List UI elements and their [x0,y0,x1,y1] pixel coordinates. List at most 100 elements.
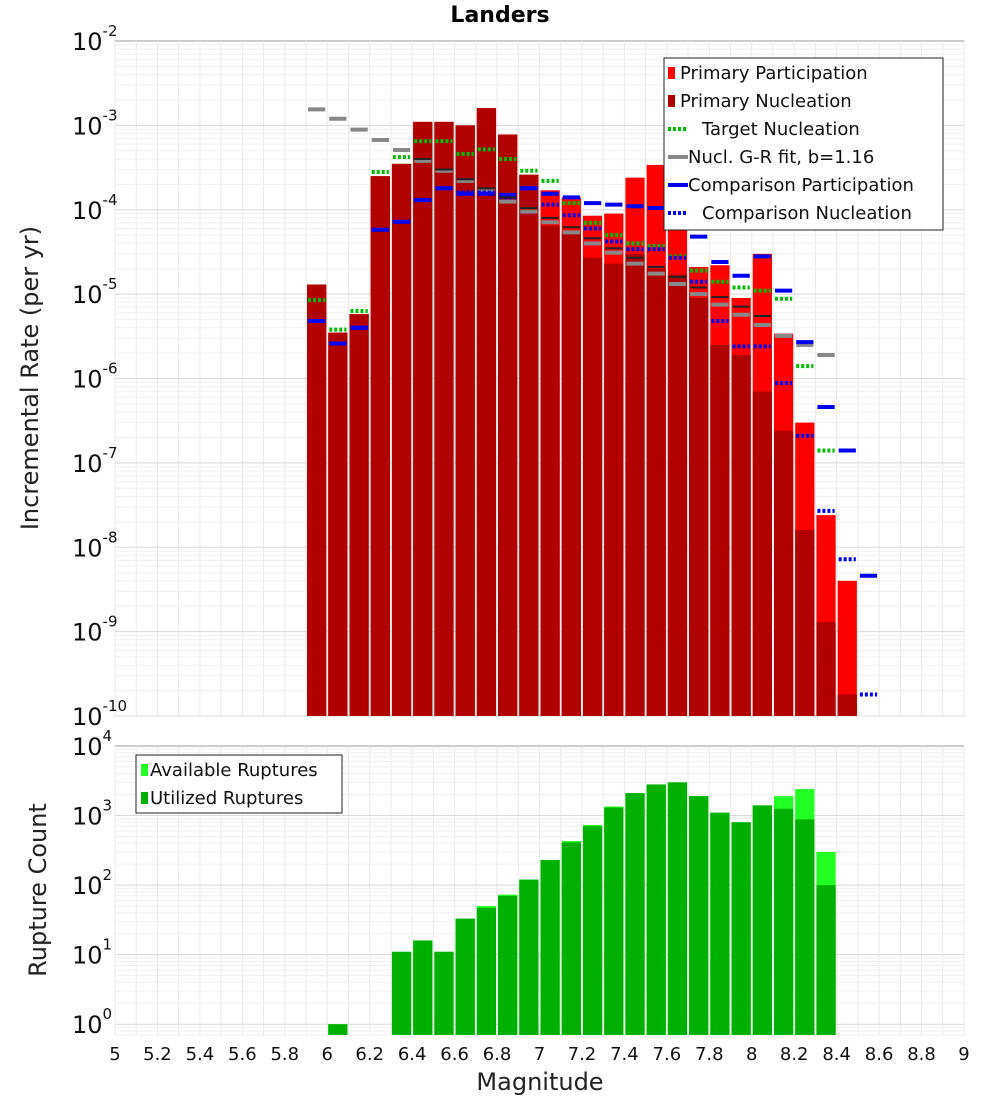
top-y-tick-label: 10-10 [72,697,127,731]
x-tick-label: 5 [109,1044,120,1065]
bottom-y-tick-exponent: 3 [103,797,113,815]
bottom-bar [498,895,518,1035]
top-y-tick-label: 10-6 [72,360,118,394]
bottom-bar [476,907,497,1035]
top-bar [837,580,857,716]
legend-swatch [668,67,675,79]
bottom-y-tick-label: 103 [72,797,112,831]
x-tick-label: 5.4 [186,1044,215,1065]
top-bar [540,225,560,716]
top-bar [625,253,645,716]
bottom-bar [434,951,454,1035]
x-tick-label: 6 [322,1044,333,1065]
legend-label: Primary Nucleation [680,91,852,112]
top-bar [434,121,454,716]
legend-swatch [668,95,675,107]
bottom-bar [413,940,433,1035]
bottom-bar [455,918,475,1035]
bottom-bar [582,826,603,1035]
top-bar [519,174,539,716]
top-bar [752,391,772,716]
top-bar [710,344,730,716]
top-bar [816,622,836,716]
bottom-bar [328,1024,348,1035]
top-bar [413,121,433,716]
bottom-y-axis-label: Rupture Count [24,803,52,977]
bottom-y-tick-exponent: 1 [103,936,113,954]
x-tick-label: 5.8 [270,1044,299,1065]
bottom-legend-box [135,754,343,814]
top-y-tick-exponent: -7 [103,444,118,462]
x-tick-label: 8.6 [865,1044,894,1065]
x-tick-label: 8.4 [822,1044,851,1065]
x-tick-label: 7.6 [653,1044,682,1065]
bottom-y-tick-label: 102 [72,866,112,900]
top-y-axis-label: Incremental Rate (per yr) [16,226,44,530]
top-y-tick-exponent: -2 [103,22,118,40]
top-y-tick-exponent: -8 [103,528,118,546]
legend-label: Comparison Participation [688,175,914,196]
x-tick-label: 7.4 [610,1044,639,1065]
top-y-tick-exponent: -4 [103,191,118,209]
top-y-tick-exponent: -3 [103,106,118,124]
top-bar [773,430,794,716]
bottom-y-tick-exponent: 0 [103,1005,113,1023]
top-bar [391,163,412,717]
x-tick-label: 9 [958,1044,969,1065]
x-tick-label: 5.6 [228,1044,257,1065]
bottom-bar [731,822,751,1035]
bottom-legend: Available Ruptures Utilized Ruptures [135,754,343,814]
top-y-tick-label: 10-7 [72,444,118,478]
bottom-y-tick-label: 101 [72,936,112,970]
legend-label: Nucl. G-R fit, b=1.16 [688,147,874,168]
legend-label: Comparison Nucleation [702,203,912,224]
bottom-y-tick-exponent: 2 [103,866,113,884]
top-legend: Primary Participation Primary Nucleation T… [663,57,944,231]
top-bar [837,694,857,716]
bottom-y-tick-label: 104 [72,727,112,761]
top-bar [646,268,666,716]
x-tick-label: 6.2 [355,1044,384,1065]
bottom-bar [816,885,836,1035]
top-legend-box [663,57,944,231]
top-y-tick-label: 10-4 [72,191,118,225]
legend-label: Utilized Ruptures [150,788,303,809]
top-y-tick-exponent: -9 [103,613,118,631]
top-bar [328,332,348,716]
bottom-y-tick-label: 100 [72,1005,112,1039]
top-bar [476,108,497,717]
top-bar [349,314,369,716]
bottom-bar [773,808,794,1035]
top-y-tick-label: 10-5 [72,275,118,309]
x-tick-label: 7 [534,1044,545,1065]
x-tick-label: 8.2 [780,1044,809,1065]
top-bar [307,284,327,716]
legend-swatch [141,764,148,776]
x-tick-label: 6.4 [398,1044,427,1065]
top-bar [795,530,815,716]
top-y-tick-label: 10-3 [72,106,118,140]
bottom-y-tick-exponent: 4 [103,727,113,745]
x-tick-label: 8.8 [907,1044,936,1065]
top-y-tick-label: 10-8 [72,528,118,562]
chart-title: Landers [450,3,549,28]
top-bar [667,274,688,716]
bottom-bars [328,782,836,1035]
top-y-tick-label: 10-9 [72,613,118,647]
bottom-bar [561,842,581,1035]
bottom-bar [540,859,560,1035]
top-bar [455,125,475,716]
bottom-bar [625,793,645,1035]
bottom-bar [519,879,539,1035]
bottom-bar [646,784,666,1035]
top-bar [604,263,624,716]
legend-label: Target Nucleation [701,119,860,140]
top-bar [370,176,390,716]
top-panel: 10-10 10-9 10-8 10-7 10-6 10-5 10-4 10-3 10-2 In… [16,22,965,731]
top-bar [561,233,581,716]
x-tick-label: 6.8 [483,1044,512,1065]
top-y-tick-label: 10-2 [72,22,118,56]
